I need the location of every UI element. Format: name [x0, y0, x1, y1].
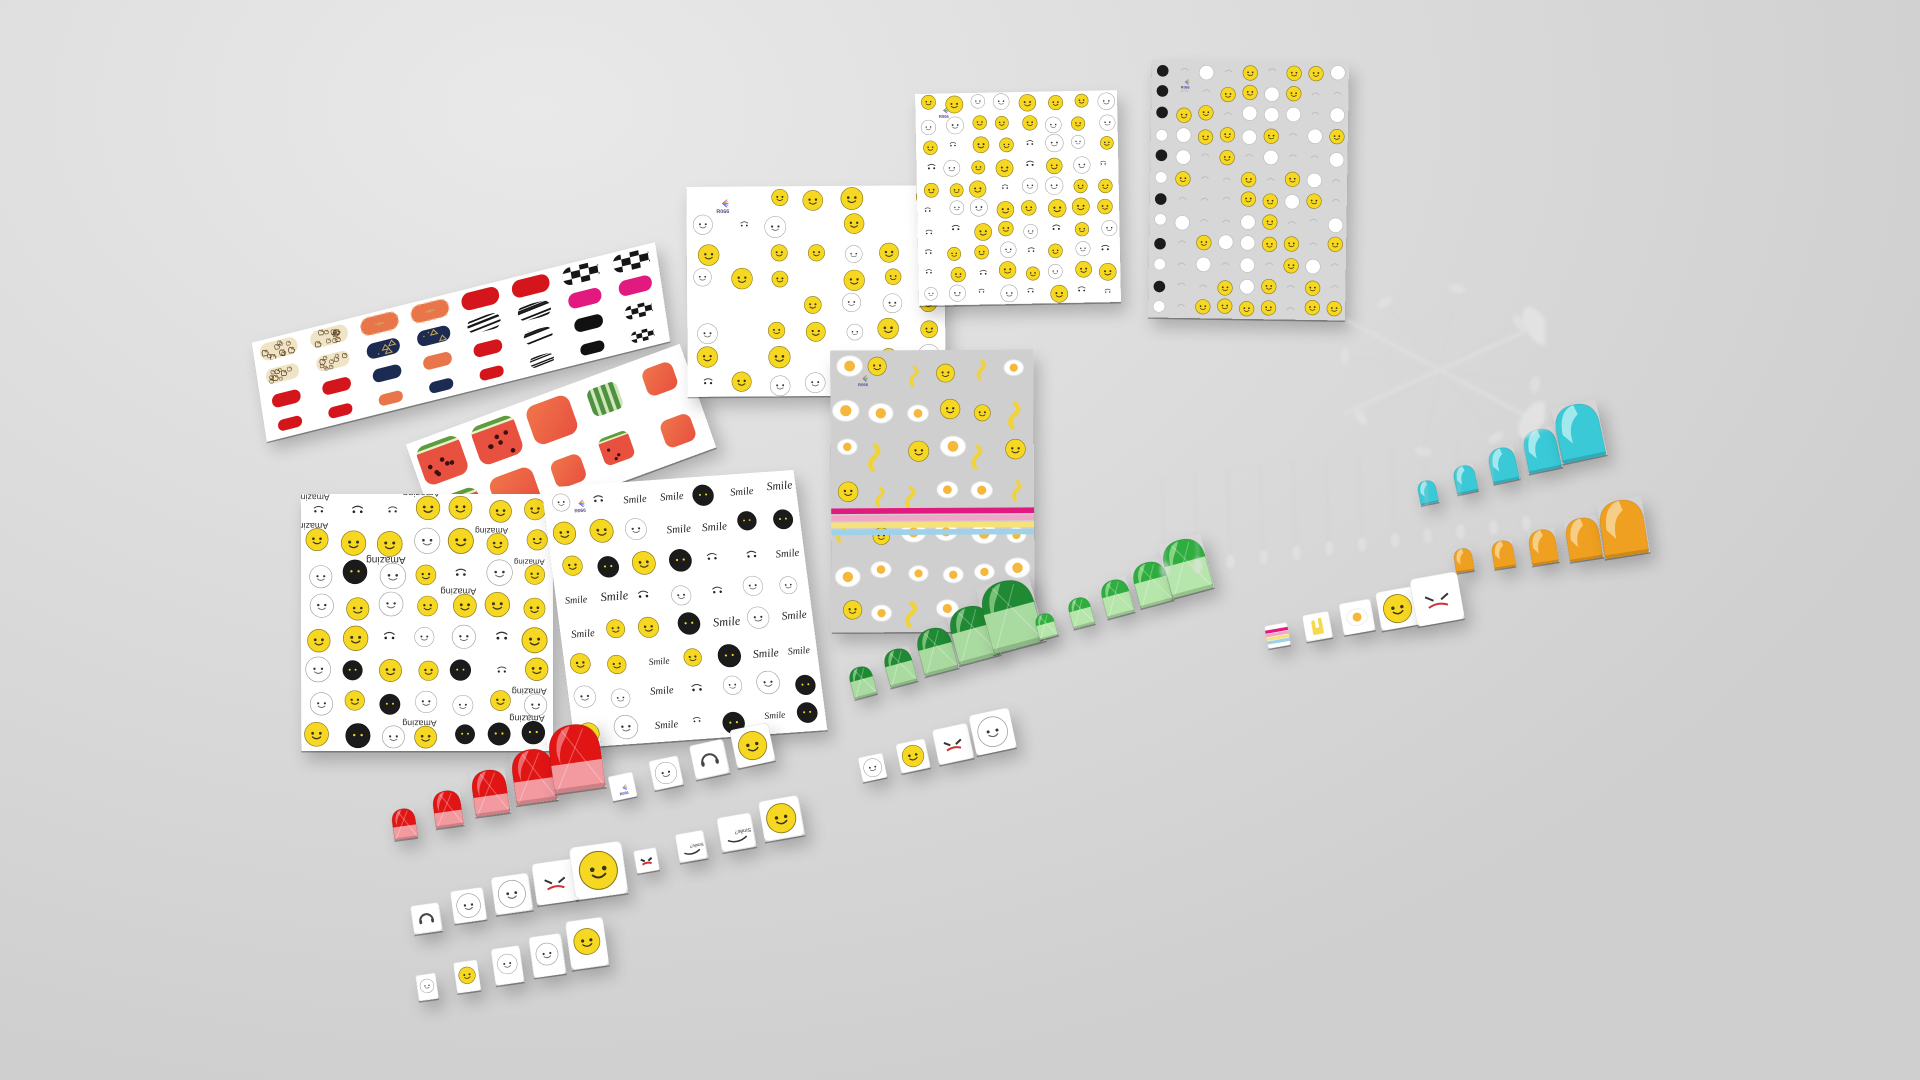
- svg-text:Amazing: Amazing: [301, 494, 330, 502]
- svg-text:Amazing: Amazing: [514, 558, 545, 567]
- svg-text:Smile: Smile: [787, 645, 811, 658]
- svg-text:R066: R066: [574, 508, 587, 515]
- svg-text:Amazing: Amazing: [512, 686, 547, 696]
- svg-text:Amazing: Amazing: [509, 714, 544, 724]
- svg-text:Smile: Smile: [623, 494, 648, 507]
- svg-text:Smile: Smile: [752, 646, 780, 661]
- svg-text:Smile: Smile: [701, 520, 728, 534]
- svg-text:Smile: Smile: [571, 628, 596, 641]
- svg-text:R066: R066: [1181, 86, 1190, 90]
- svg-text:Amazing: Amazing: [475, 526, 508, 536]
- svg-text:Smile: Smile: [775, 547, 800, 561]
- svg-text:Smile: Smile: [666, 523, 692, 537]
- svg-text:Amazing: Amazing: [402, 719, 436, 729]
- svg-text:Amazing: Amazing: [366, 554, 406, 565]
- svg-text:Smile: Smile: [648, 657, 670, 668]
- svg-text:Smile: Smile: [600, 588, 630, 604]
- svg-text:Smile: Smile: [564, 594, 588, 607]
- svg-text:Smile: Smile: [649, 685, 674, 698]
- svg-text:R066: R066: [939, 114, 950, 119]
- svg-text:Smile: Smile: [659, 491, 684, 504]
- svg-text:R066: R066: [858, 382, 869, 387]
- svg-text:Amazing: Amazing: [301, 521, 328, 531]
- svg-text:Smile: Smile: [766, 479, 793, 494]
- svg-text:Smile: Smile: [712, 614, 742, 630]
- svg-text:R066: R066: [716, 209, 729, 215]
- svg-text:Smile: Smile: [654, 719, 679, 732]
- svg-text:Amazing: Amazing: [403, 494, 440, 498]
- svg-text:Smile: Smile: [781, 609, 808, 623]
- svg-text:Amazing: Amazing: [440, 587, 476, 597]
- svg-text:Smile: Smile: [730, 486, 755, 499]
- svg-text:Smile: Smile: [764, 711, 786, 722]
